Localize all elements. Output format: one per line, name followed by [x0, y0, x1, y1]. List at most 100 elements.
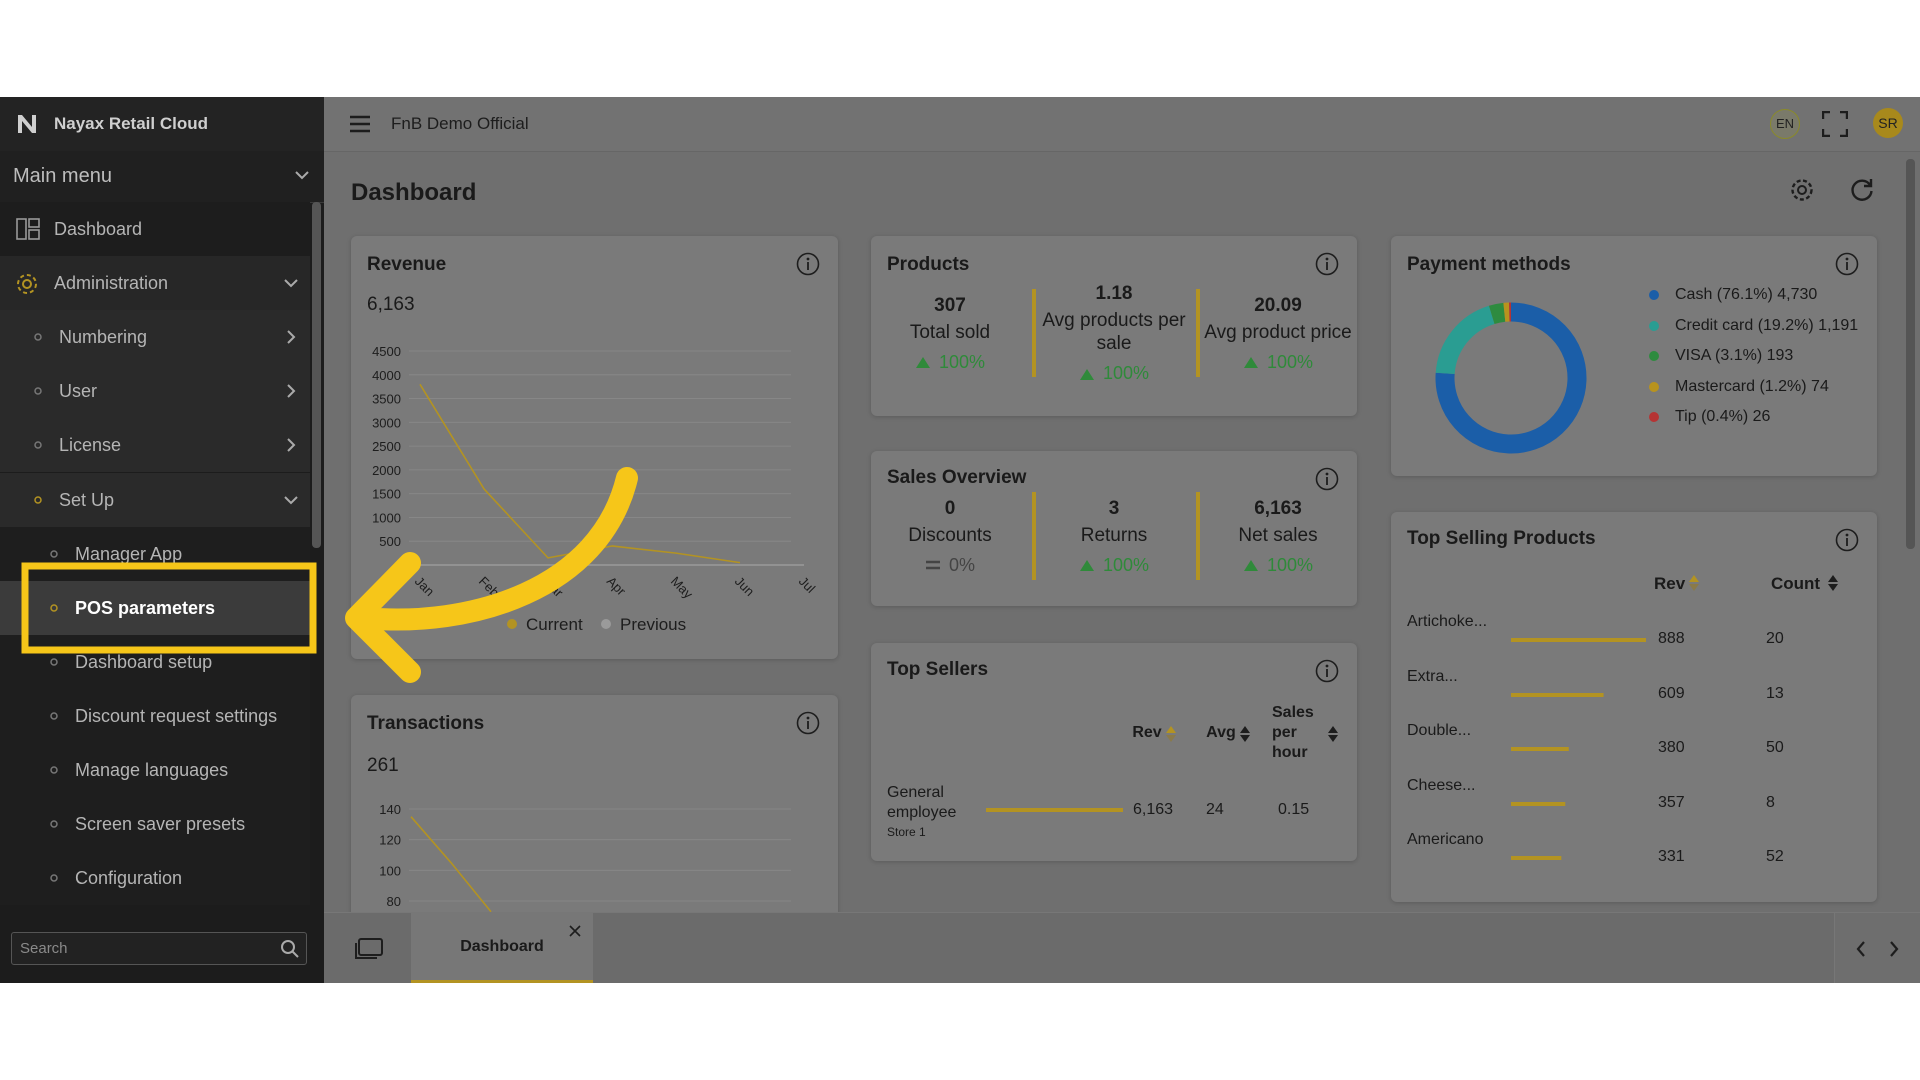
metric-change-value: 0% — [948, 554, 975, 575]
y-tick-label: 100 — [379, 863, 401, 878]
line-series — [410, 816, 492, 913]
info-button[interactable] — [1835, 528, 1859, 552]
info-button[interactable] — [1315, 659, 1339, 683]
info-button[interactable] — [1835, 252, 1859, 276]
brand-logo — [18, 115, 36, 133]
divider — [1196, 492, 1200, 580]
bar-area — [1511, 801, 1566, 806]
card-title: Sales Overview — [887, 467, 1027, 488]
donut-segment — [1435, 305, 1495, 375]
info-button[interactable] — [796, 252, 820, 276]
menu-item-label: Dashboard — [54, 219, 143, 239]
legend-swatch — [1649, 320, 1659, 331]
bullet-dot — [34, 495, 42, 504]
menu-item[interactable]: Dashboard setup — [0, 634, 310, 689]
bullet-dot — [50, 712, 58, 720]
seller-name: General employee — [887, 784, 957, 821]
language-button[interactable]: EN — [1770, 109, 1800, 139]
column-header[interactable]: Rev — [1654, 574, 1686, 593]
menu-item[interactable]: Set Up — [0, 472, 310, 527]
column-header[interactable]: Sales per hour — [1272, 704, 1314, 761]
metric-label: Returns — [1080, 524, 1148, 546]
menu-item[interactable]: Manage languages — [0, 743, 310, 797]
tab[interactable]: Dashboard — [411, 913, 593, 983]
menu-item-label: Manage languages — [75, 760, 229, 780]
menu-item-label: Configuration — [75, 868, 183, 889]
metric-change-value: 100% — [1102, 363, 1150, 383]
products-card: Products 307 Total sold 100% 1.18 Avg produc… — [871, 236, 1357, 416]
refresh-button[interactable] — [1849, 177, 1875, 203]
y-tick-label: 4500 — [372, 344, 401, 359]
trend-flat — [925, 560, 940, 570]
cell: 24 — [1206, 801, 1224, 818]
metric-change: 100% — [1079, 555, 1149, 576]
tab-bar: Dashboard — [324, 912, 1920, 983]
cell: 357 — [1658, 793, 1685, 811]
menu-item-label: POS parameters — [75, 597, 216, 618]
menu-button[interactable] — [349, 114, 371, 134]
search-box[interactable]: Search — [11, 932, 307, 965]
sort-up — [1166, 726, 1176, 733]
chevron — [284, 495, 298, 504]
tab-underline — [411, 980, 593, 983]
cell: 8 — [1766, 793, 1775, 811]
bullet — [34, 441, 42, 450]
bullet-dot — [50, 658, 58, 666]
menu-item[interactable]: Administration — [0, 256, 310, 311]
menu-item[interactable]: Screen saver presets — [0, 797, 310, 852]
menu-item[interactable]: Discount request settings — [0, 688, 310, 743]
info-button[interactable] — [796, 711, 820, 735]
cell: 20 — [1766, 630, 1784, 647]
tabs-icon[interactable] — [355, 938, 383, 960]
menu-item-label: Set Up — [59, 489, 115, 510]
menu-item-label: User — [59, 381, 98, 402]
column-header[interactable]: Count — [1771, 574, 1821, 593]
info-circle — [796, 711, 820, 735]
settings-button[interactable] — [1789, 177, 1815, 203]
menu-item[interactable]: Dashboard — [0, 202, 310, 256]
card-title: Payment methods — [1407, 254, 1571, 275]
legend-label: Credit card (19.2%) 1,191 — [1675, 316, 1859, 334]
sort-down — [1828, 584, 1838, 591]
search-icon — [281, 940, 299, 958]
column-header[interactable]: Rev — [1132, 724, 1162, 741]
fullscreen-button[interactable] — [1822, 111, 1848, 137]
metric-change: 100% — [1243, 352, 1313, 373]
sidebar-scrollbar — [312, 202, 321, 548]
y-tick-label: 1000 — [372, 510, 401, 525]
tab-close[interactable] — [569, 925, 581, 937]
info-button[interactable] — [1315, 252, 1339, 276]
chevron — [287, 330, 296, 344]
product-name: Americano — [1407, 831, 1484, 848]
menu-item[interactable]: Numbering — [0, 310, 310, 365]
legend-item: Credit card (19.2%) 1,191 — [1647, 311, 1862, 342]
menu-item[interactable]: Manager App — [0, 526, 310, 581]
donut-segment — [1435, 302, 1587, 454]
menu-item[interactable]: Configuration — [0, 851, 310, 906]
menu-item[interactable]: License — [0, 418, 310, 473]
info-dot — [1845, 257, 1849, 261]
metric-label: Avg products per sale — [1042, 310, 1186, 354]
menu-item[interactable]: User — [0, 364, 310, 419]
menu-item[interactable]: POS parameters — [0, 580, 310, 635]
menu-item-label: Administration — [54, 273, 169, 294]
bar-area — [1511, 747, 1569, 751]
metric-change-value: 100% — [1266, 351, 1314, 372]
metric-value: 6,163 — [1254, 497, 1302, 519]
metric-change-value: 100% — [1266, 554, 1314, 575]
legend-item: Cash (76.1%) 4,730 — [1647, 280, 1862, 311]
sort-down — [1328, 735, 1338, 742]
info-button[interactable] — [1315, 467, 1339, 491]
metric-value: 20.09 — [1254, 294, 1302, 316]
info-circle — [1835, 252, 1859, 276]
legend-item: Mastercard (1.2%) 74 — [1647, 372, 1862, 403]
main-menu-toggle[interactable]: Main menu — [0, 151, 324, 203]
scroll-tabs-buttons[interactable] — [1855, 940, 1901, 958]
revenue-card: Revenue 6,163 500 1000 1500 2000 2500 3000 350… — [351, 236, 838, 659]
info-dot — [1325, 472, 1329, 476]
column-header[interactable]: Avg — [1206, 724, 1236, 741]
user-avatar[interactable]: SR — [1873, 108, 1903, 138]
legend-swatch — [1649, 290, 1659, 300]
